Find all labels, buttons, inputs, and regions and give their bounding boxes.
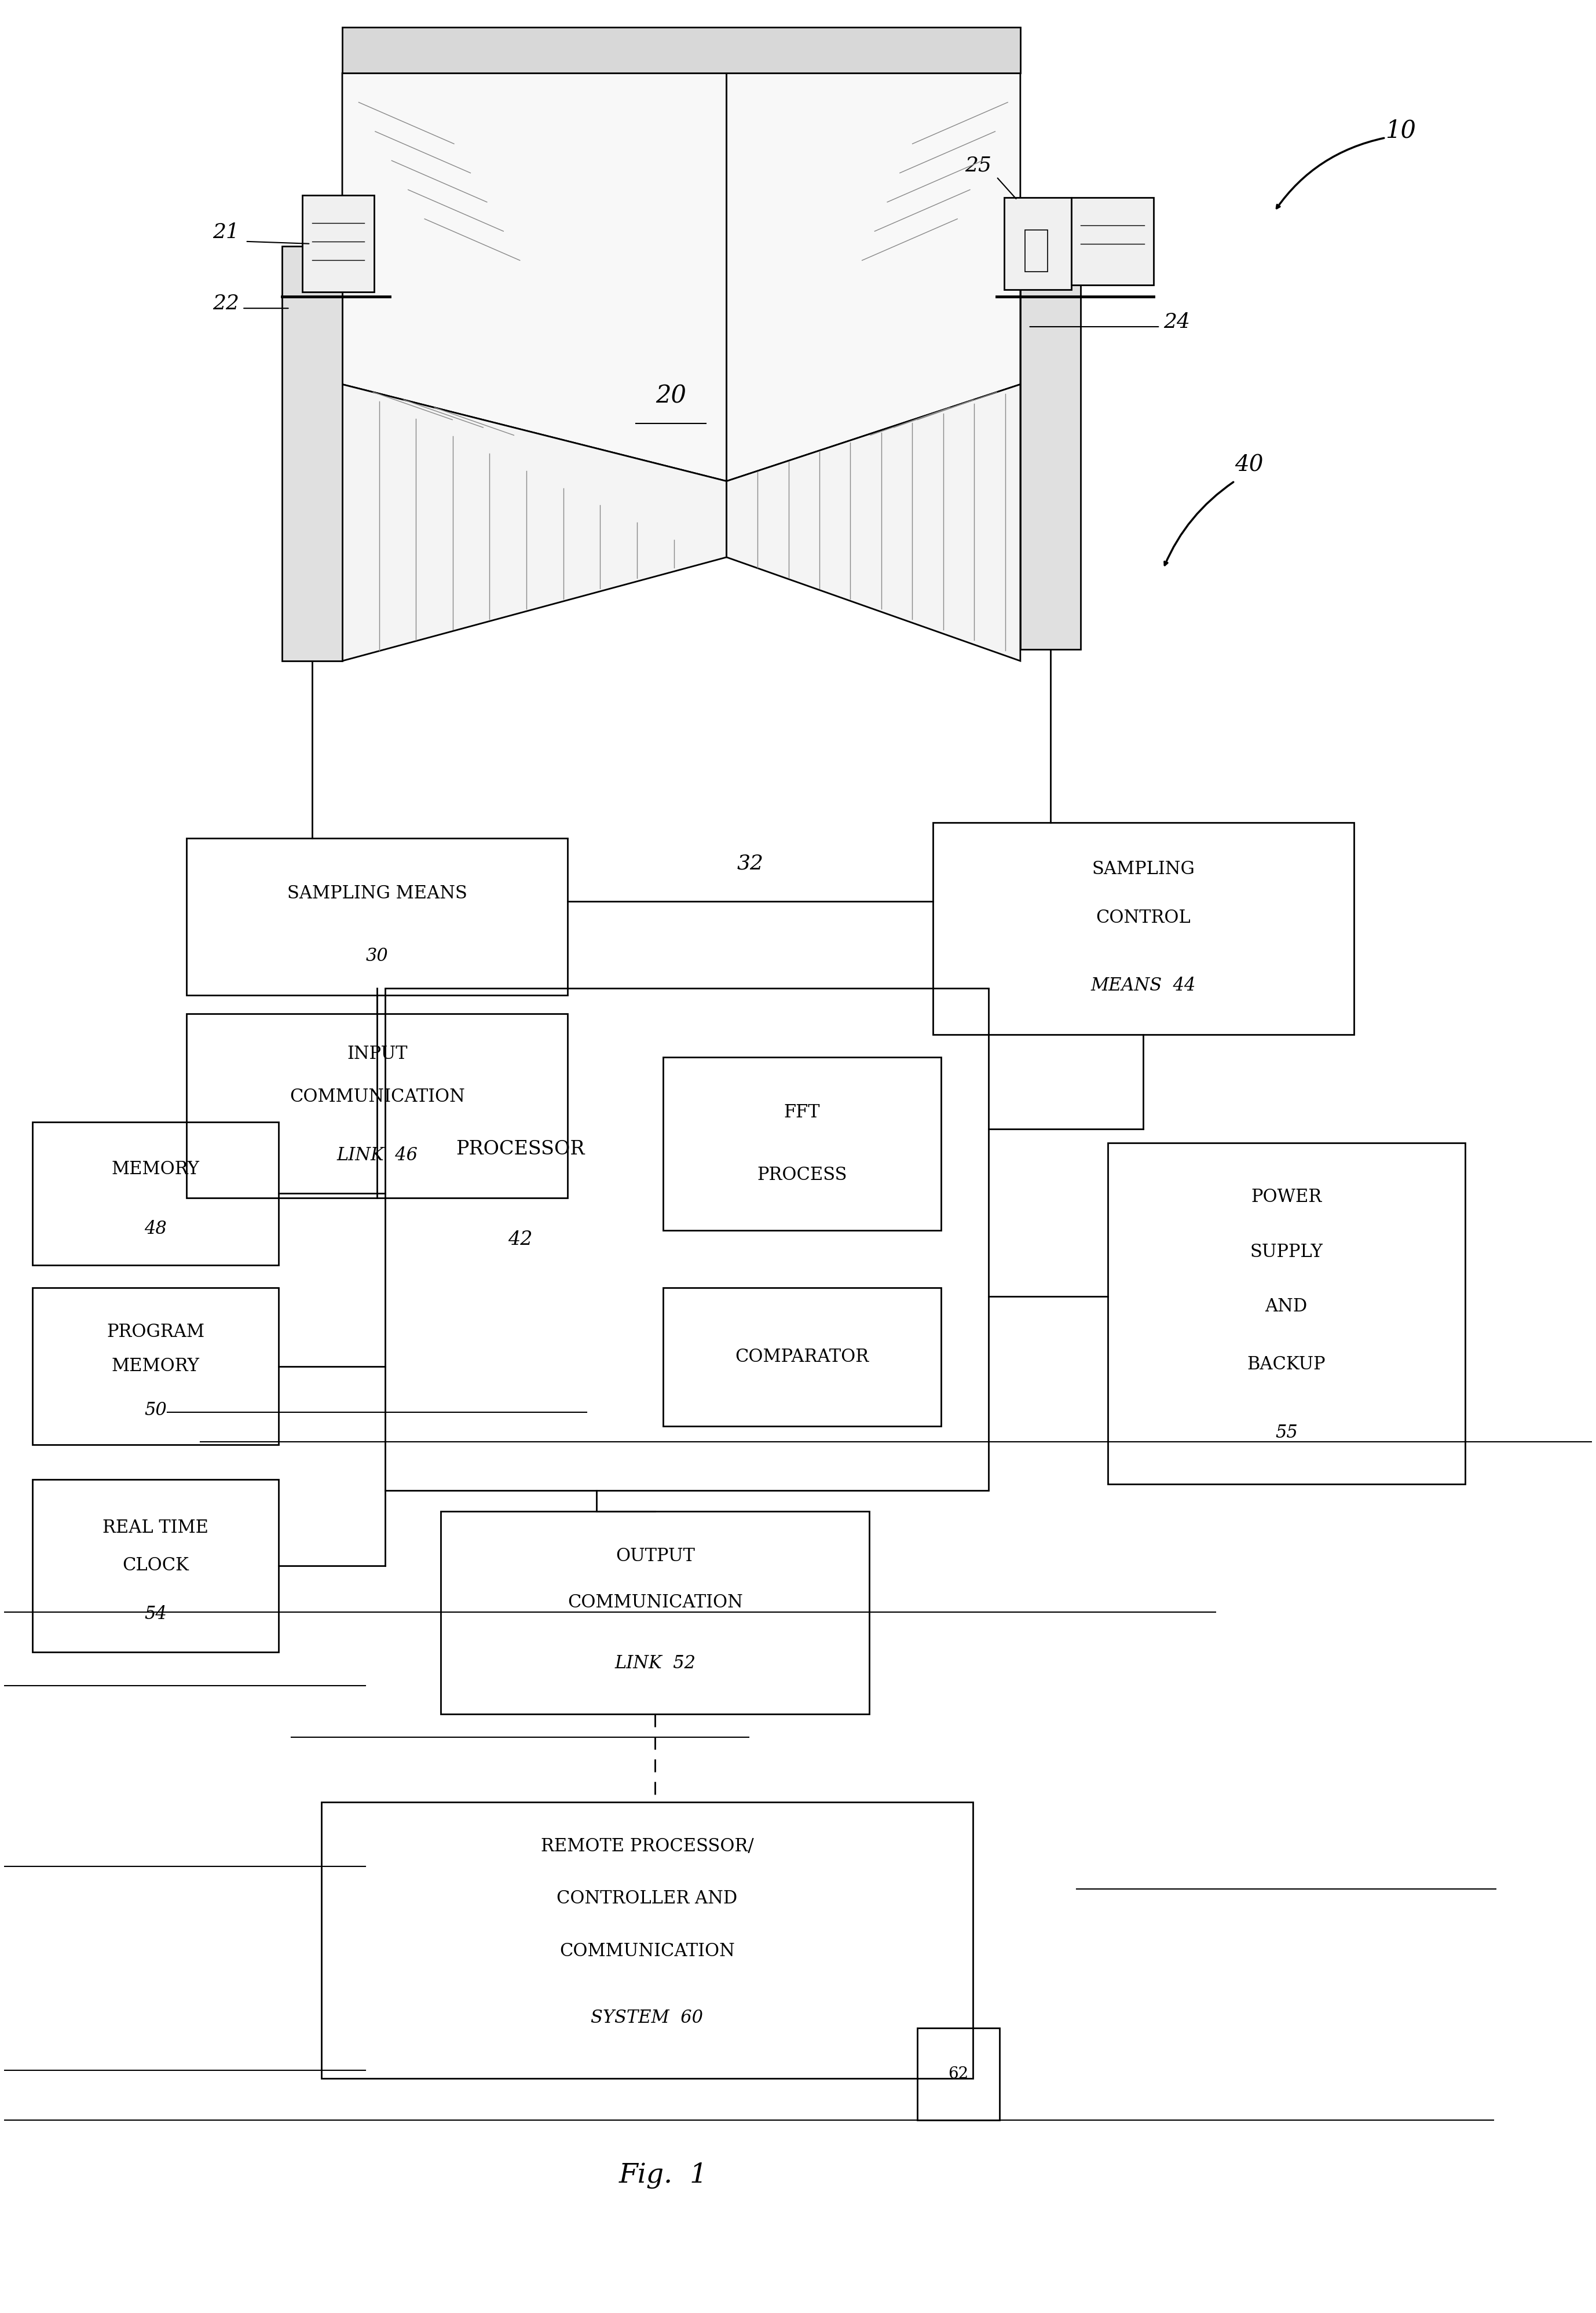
Text: MEANS  44: MEANS 44: [1090, 976, 1195, 995]
Text: 20: 20: [656, 384, 686, 407]
Text: REAL TIME: REAL TIME: [102, 1520, 209, 1536]
Text: POWER: POWER: [1251, 1189, 1321, 1207]
Text: MEMORY: MEMORY: [112, 1358, 200, 1376]
Bar: [440, 1510, 870, 1714]
Bar: [385, 988, 988, 1490]
Text: REMOTE PROCESSOR/: REMOTE PROCESSOR/: [541, 1837, 753, 1855]
Text: 62: 62: [948, 2066, 969, 2082]
Text: SYSTEM  60: SYSTEM 60: [591, 2008, 704, 2026]
Text: LINK  52: LINK 52: [614, 1654, 696, 1672]
Text: PROCESSOR: PROCESSOR: [456, 1140, 584, 1159]
Bar: [1020, 268, 1080, 650]
Bar: [282, 245, 342, 662]
Text: SAMPLING: SAMPLING: [1092, 860, 1195, 879]
Bar: [1071, 197, 1154, 284]
Text: COMMUNICATION: COMMUNICATION: [560, 1943, 734, 1959]
Text: SUPPLY: SUPPLY: [1250, 1242, 1323, 1261]
Text: 24: 24: [1163, 312, 1191, 333]
Text: 22: 22: [212, 294, 239, 315]
Text: Fig.  1: Fig. 1: [619, 2163, 707, 2188]
Text: 32: 32: [737, 853, 763, 874]
Bar: [342, 28, 1020, 74]
Text: OUTPUT: OUTPUT: [616, 1547, 694, 1566]
Bar: [303, 194, 373, 291]
Text: 10: 10: [1385, 118, 1416, 143]
Text: PROGRAM: PROGRAM: [107, 1323, 204, 1342]
Text: PROCESS: PROCESS: [757, 1166, 847, 1184]
Polygon shape: [342, 74, 726, 481]
Text: 40: 40: [1235, 453, 1264, 476]
Text: INPUT: INPUT: [346, 1045, 407, 1064]
Text: 30: 30: [365, 946, 388, 965]
Bar: [1025, 229, 1047, 271]
Text: COMMUNICATION: COMMUNICATION: [568, 1594, 742, 1612]
Text: 21: 21: [212, 222, 239, 243]
Text: 48: 48: [145, 1221, 168, 1237]
Text: 50: 50: [145, 1402, 168, 1420]
Bar: [32, 1480, 279, 1651]
Bar: [662, 1057, 942, 1231]
Polygon shape: [726, 74, 1020, 481]
Text: 42: 42: [508, 1231, 533, 1249]
Text: COMPARATOR: COMPARATOR: [736, 1348, 868, 1367]
Bar: [1004, 197, 1071, 289]
Text: FFT: FFT: [784, 1103, 820, 1122]
Bar: [934, 823, 1353, 1034]
Text: BACKUP: BACKUP: [1246, 1355, 1326, 1374]
Text: 25: 25: [966, 155, 991, 176]
Text: COMMUNICATION: COMMUNICATION: [289, 1087, 464, 1106]
Text: CONTROLLER AND: CONTROLLER AND: [557, 1890, 737, 1908]
Text: CLOCK: CLOCK: [123, 1557, 188, 1575]
Bar: [662, 1288, 942, 1427]
Bar: [322, 1802, 972, 2079]
Polygon shape: [342, 384, 726, 662]
Bar: [1108, 1143, 1465, 1485]
Bar: [918, 2029, 999, 2121]
Text: 54: 54: [145, 1605, 168, 1624]
Text: 55: 55: [1275, 1425, 1298, 1441]
Text: SAMPLING MEANS: SAMPLING MEANS: [287, 884, 468, 902]
Bar: [187, 1013, 568, 1198]
Bar: [32, 1288, 279, 1446]
Polygon shape: [726, 384, 1020, 662]
Text: LINK  46: LINK 46: [337, 1147, 418, 1163]
Text: CONTROL: CONTROL: [1096, 909, 1191, 928]
Text: AND: AND: [1266, 1298, 1307, 1316]
Bar: [187, 837, 568, 995]
Text: MEMORY: MEMORY: [112, 1161, 200, 1177]
Bar: [32, 1122, 279, 1265]
